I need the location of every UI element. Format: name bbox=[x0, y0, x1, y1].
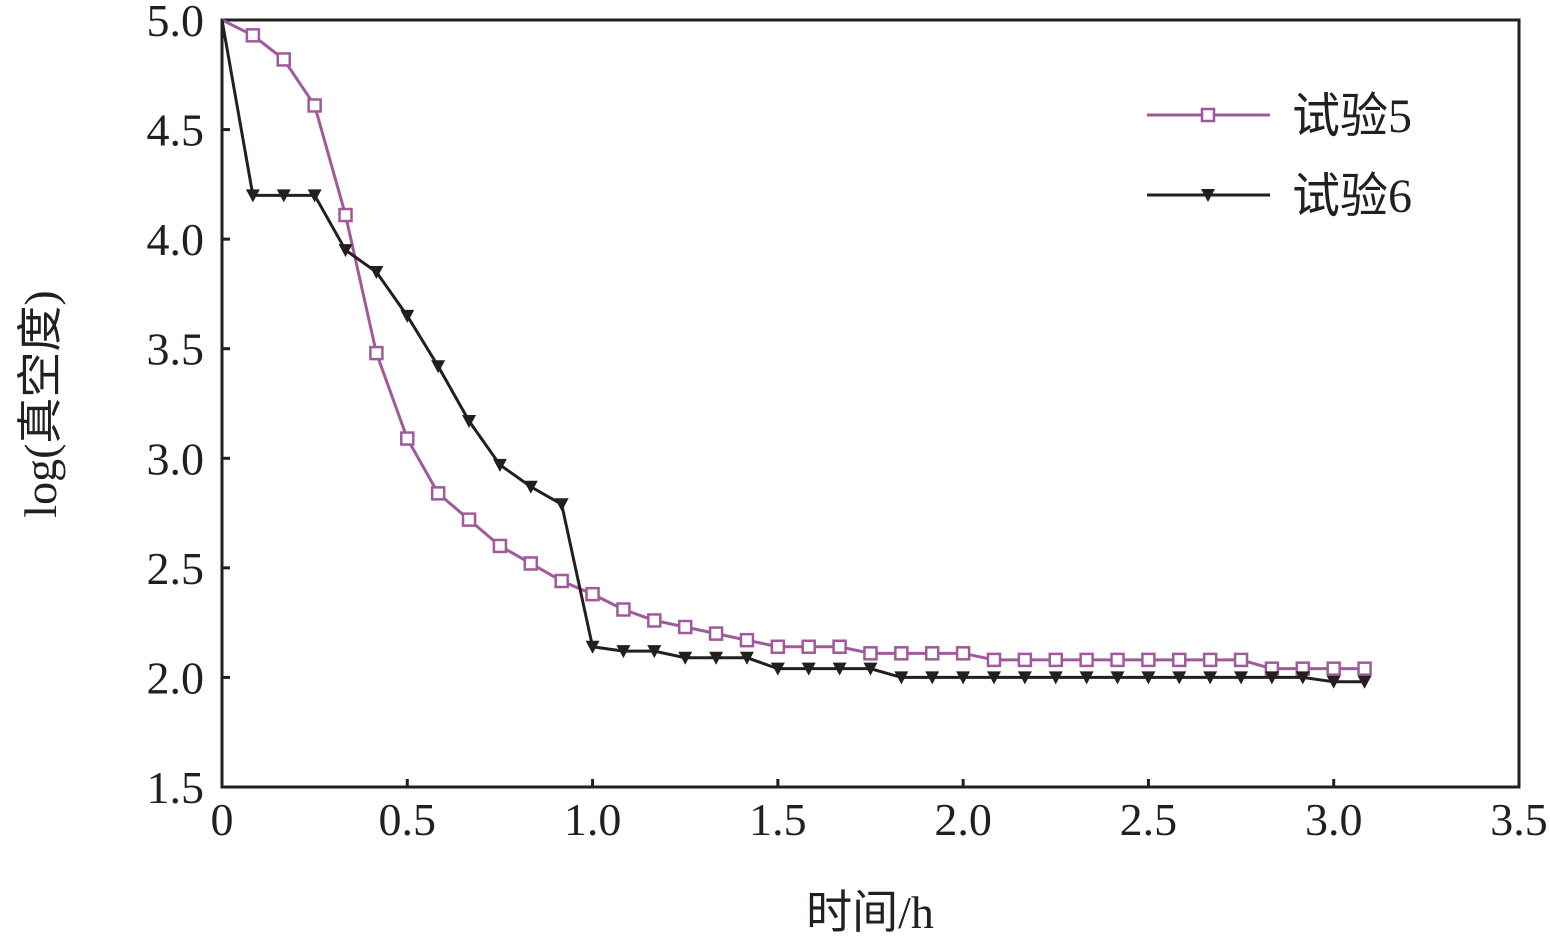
data-point-series-1 bbox=[276, 52, 292, 67]
series-line-1 bbox=[221, 18, 1365, 671]
data-point-series-1 bbox=[1326, 661, 1341, 676]
x-tick-label: 0 bbox=[211, 794, 234, 845]
data-point-series-2 bbox=[431, 360, 446, 374]
data-point-series-1 bbox=[1141, 652, 1156, 668]
data-point-series-2 bbox=[678, 651, 693, 665]
data-point-series-1 bbox=[369, 345, 384, 361]
data-point-series-2 bbox=[369, 266, 384, 280]
data-point-series-1 bbox=[616, 602, 631, 617]
data-point-series-1 bbox=[338, 207, 353, 223]
data-point-series-2 bbox=[1110, 671, 1125, 685]
data-point-series-2 bbox=[1172, 671, 1187, 685]
y-tick-label: 1.5 bbox=[147, 762, 205, 813]
data-point-series-2 bbox=[1234, 671, 1249, 685]
data-point-series-1 bbox=[801, 639, 816, 654]
data-point-series-1 bbox=[1048, 652, 1064, 668]
x-tick-label: 0.5 bbox=[379, 794, 437, 845]
data-point-series-2 bbox=[276, 189, 291, 203]
data-point-series-1 bbox=[245, 28, 261, 43]
data-point-series-2 bbox=[647, 645, 662, 659]
data-point-series-2 bbox=[245, 189, 260, 203]
x-tick-label: 1.5 bbox=[749, 794, 807, 845]
data-point-series-2 bbox=[307, 189, 322, 203]
data-point-series-1 bbox=[1110, 652, 1125, 668]
data-point-series-2 bbox=[1079, 671, 1094, 685]
data-point-series-1 bbox=[677, 619, 693, 635]
data-point-series-1 bbox=[894, 646, 909, 661]
x-tick-label: 2.5 bbox=[1120, 794, 1178, 845]
data-point-series-1 bbox=[647, 613, 662, 628]
data-point-series-1 bbox=[708, 626, 724, 641]
data-point-series-1 bbox=[554, 573, 569, 589]
x-tick-label: 3.0 bbox=[1305, 794, 1363, 845]
data-point-series-2 bbox=[492, 458, 507, 472]
data-point-series-1 bbox=[832, 639, 847, 654]
legend-marker-triangle-icon bbox=[1201, 189, 1215, 202]
legend-marker-square-icon bbox=[1200, 107, 1216, 123]
data-point-series-2 bbox=[1203, 671, 1218, 685]
y-tick-label: 4.0 bbox=[147, 214, 205, 265]
data-point-series-2 bbox=[1264, 671, 1279, 685]
data-point-series-1 bbox=[307, 98, 322, 113]
data-point-series-2 bbox=[1017, 671, 1032, 685]
x-tick-label: 3.5 bbox=[1490, 794, 1548, 845]
data-point-series-1 bbox=[400, 431, 415, 446]
data-point-series-1 bbox=[986, 652, 1002, 668]
data-point-series-2 bbox=[801, 662, 816, 676]
data-point-series-2 bbox=[554, 498, 569, 512]
data-point-series-1 bbox=[461, 512, 477, 527]
data-point-series-2 bbox=[585, 640, 600, 654]
data-point-series-2 bbox=[863, 662, 878, 676]
legend-label-series-2: 试验6 bbox=[1292, 170, 1412, 223]
data-point-series-1 bbox=[924, 646, 940, 661]
data-point-series-2 bbox=[1326, 675, 1341, 689]
y-tick-label: 3.0 bbox=[147, 433, 205, 484]
data-point-series-2 bbox=[400, 309, 415, 323]
data-point-series-2 bbox=[986, 671, 1001, 685]
legend: 试验5 试验6 bbox=[1147, 90, 1412, 223]
data-point-series-1 bbox=[1017, 652, 1033, 668]
plot-frame bbox=[220, 18, 1521, 789]
data-point-series-1 bbox=[1233, 652, 1249, 668]
data-point-series-1 bbox=[430, 486, 446, 501]
data-point-series-2 bbox=[1048, 671, 1063, 685]
data-point-series-2 bbox=[616, 645, 631, 659]
data-point-series-2 bbox=[956, 671, 971, 685]
legend-label-series-1: 试验5 bbox=[1292, 90, 1412, 143]
x-axis-label: 时间/h bbox=[806, 887, 934, 937]
data-point-series-1 bbox=[1079, 652, 1094, 668]
data-point-series-2 bbox=[1141, 671, 1156, 685]
data-point-series-1 bbox=[955, 646, 971, 661]
data-point-series-2 bbox=[338, 244, 353, 258]
x-tick-label: 2.0 bbox=[934, 794, 992, 845]
data-point-series-1 bbox=[770, 639, 786, 654]
y-tick-label: 4.5 bbox=[147, 105, 205, 156]
data-point-series-2 bbox=[832, 662, 847, 676]
data-point-series-1 bbox=[585, 586, 600, 602]
y-tick-label: 3.5 bbox=[147, 324, 205, 375]
y-axis-label: log(真空度) bbox=[15, 290, 66, 517]
data-point-series-2 bbox=[770, 662, 785, 676]
data-point-series-1 bbox=[1172, 652, 1187, 668]
series-line-2 bbox=[220, 19, 1365, 684]
data-point-series-2 bbox=[925, 671, 940, 685]
data-point-series-2 bbox=[709, 651, 724, 665]
y-tick-label: 2.5 bbox=[147, 543, 205, 594]
data-point-series-2 bbox=[739, 651, 754, 665]
data-point-series-1 bbox=[492, 538, 508, 554]
y-tick-label: 5.0 bbox=[147, 0, 205, 46]
data-point-series-2 bbox=[1357, 675, 1372, 689]
data-point-series-2 bbox=[1295, 671, 1310, 685]
data-point-series-1 bbox=[739, 632, 755, 648]
data-point-series-1 bbox=[523, 556, 539, 571]
data-point-series-2 bbox=[462, 415, 477, 429]
data-point-series-1 bbox=[1202, 652, 1218, 668]
x-tick-label: 1.0 bbox=[564, 794, 622, 845]
data-point-series-1 bbox=[1357, 661, 1372, 676]
data-point-series-2 bbox=[894, 671, 909, 685]
data-point-series-2 bbox=[523, 480, 538, 494]
data-point-series-1 bbox=[863, 646, 878, 661]
y-tick-label: 2.0 bbox=[147, 652, 205, 703]
